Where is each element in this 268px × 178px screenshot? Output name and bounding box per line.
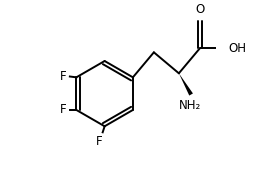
Text: F: F <box>59 103 66 116</box>
Text: F: F <box>59 70 66 83</box>
Text: NH₂: NH₂ <box>179 99 202 112</box>
Text: F: F <box>96 135 102 148</box>
Polygon shape <box>179 73 193 96</box>
Text: OH: OH <box>228 42 246 55</box>
Text: O: O <box>195 4 204 17</box>
